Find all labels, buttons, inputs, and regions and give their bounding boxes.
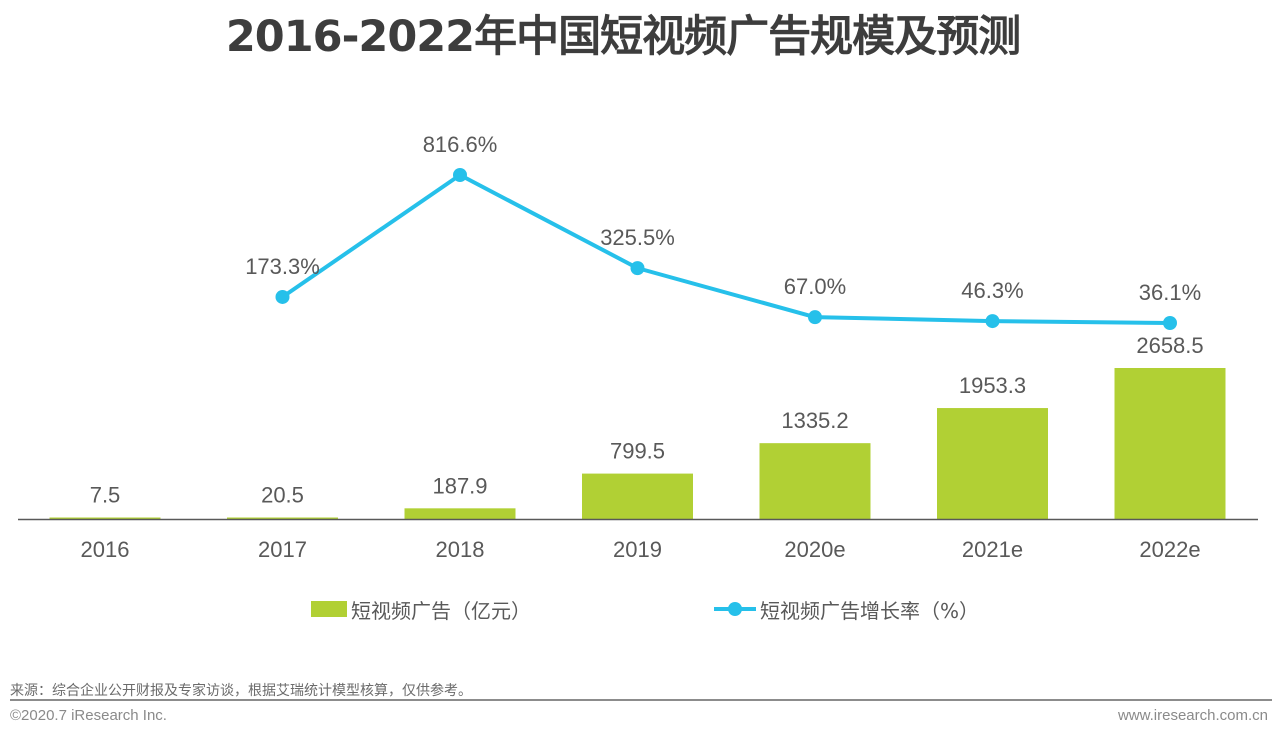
line-point-2022e	[1163, 316, 1177, 330]
x-tick-labels: 2016 2017 2018 2019 2020e 2021e 2022e	[81, 537, 1201, 562]
bar-2016	[49, 517, 161, 519]
bar-data-label: 1953.3	[959, 373, 1026, 398]
legend-bar-label: 短视频广告（亿元）	[351, 598, 531, 623]
line-point-2019	[630, 261, 645, 276]
bar-2018	[404, 508, 516, 519]
website-link[interactable]: www.iresearch.com.cn	[1117, 707, 1268, 724]
source-note: 来源：综合企业公开财报及专家访谈，根据艾瑞统计模型核算，仅供参考。	[10, 683, 472, 699]
x-tick-label: 2021e	[962, 537, 1023, 562]
copyright: ©2020.7 iResearch Inc.	[10, 707, 167, 724]
bar-data-label: 20.5	[261, 483, 304, 508]
line-data-label: 173.3%	[245, 254, 320, 279]
bar-data-label: 187.9	[432, 473, 487, 498]
bar-data-label: 799.5	[610, 439, 665, 464]
bar-series	[49, 368, 1226, 519]
line-series	[275, 168, 1177, 330]
bar-2021e	[937, 408, 1048, 519]
x-tick-label: 2018	[436, 537, 485, 562]
bar-data-labels: 7.5 20.5 187.9 799.5 1335.2 1953.3 2658.5	[90, 333, 1204, 508]
bar-2020e	[759, 443, 871, 519]
bar-2019	[582, 473, 693, 519]
line-data-label: 36.1%	[1139, 280, 1201, 305]
line-data-label: 816.6%	[423, 132, 498, 157]
chart-title: 2016-2022年中国短视频广告规模及预测	[225, 12, 1021, 62]
x-tick-label: 2020e	[784, 537, 845, 562]
x-tick-label: 2019	[613, 537, 662, 562]
x-tick-label: 2022e	[1139, 537, 1200, 562]
bar-2017	[227, 517, 338, 519]
footer-divider	[10, 699, 1272, 701]
legend-item-line: 短视频广告增长率（%）	[714, 594, 979, 624]
bar-data-label: 2658.5	[1136, 333, 1203, 358]
legend-bar-swatch	[311, 601, 347, 617]
line-point-2021e	[985, 314, 1000, 329]
legend-line-marker-icon	[714, 601, 756, 617]
line-point-2020e	[808, 310, 822, 325]
x-tick-label: 2017	[258, 537, 307, 562]
x-tick-label: 2016	[81, 537, 130, 562]
line-data-label: 46.3%	[961, 278, 1023, 303]
bar-2022e	[1114, 368, 1226, 519]
bar-data-label: 7.5	[90, 483, 121, 508]
bar-data-label: 1335.2	[781, 408, 848, 433]
line-data-label: 325.5%	[600, 225, 675, 250]
line-point-2018	[453, 168, 467, 182]
legend-item-bar: 短视频广告（亿元）	[311, 594, 531, 624]
line-point-2017	[275, 289, 290, 304]
line-data-labels: 173.3% 816.6% 325.5% 67.0% 46.3% 36.1%	[245, 132, 1201, 305]
line-data-label: 67.0%	[784, 274, 846, 299]
growth-rate-line	[281, 173, 1171, 325]
legend-line-label: 短视频广告增长率（%）	[760, 598, 980, 623]
